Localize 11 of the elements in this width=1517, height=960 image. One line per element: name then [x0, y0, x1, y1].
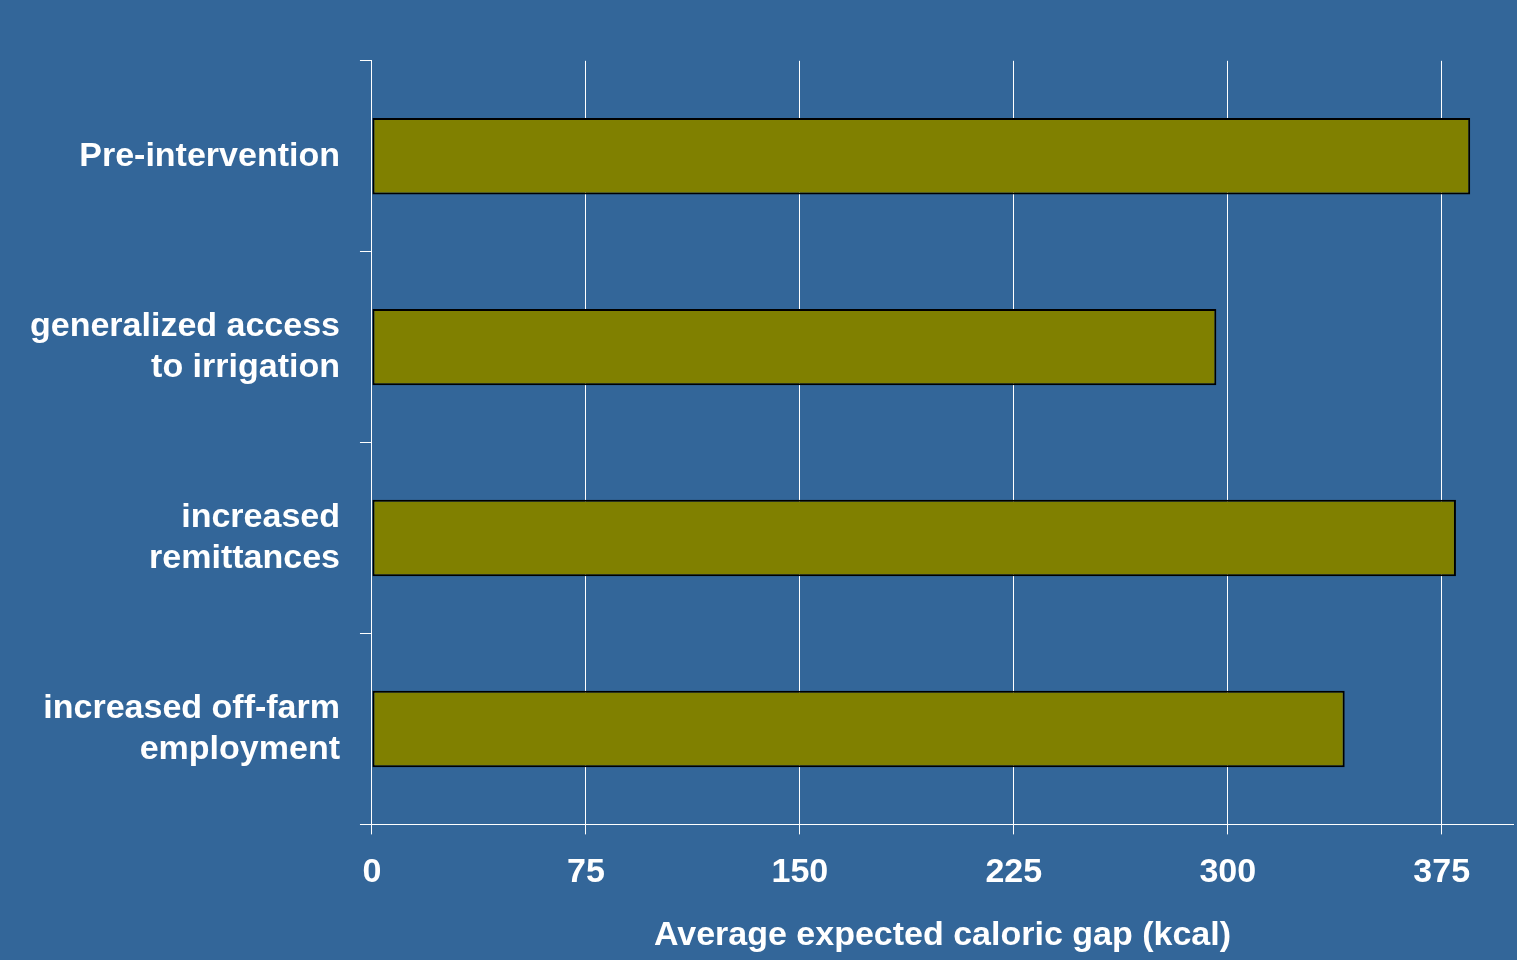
x-tick-label: 225 [985, 851, 1043, 890]
x-tick-label: 0 [362, 851, 382, 890]
y-tick-label: generalized access to irrigation [30, 305, 340, 384]
y-tick-label: increased off-farm employment [43, 686, 340, 766]
y-tick-label: increased remittances [149, 496, 340, 575]
x-tick-label: 75 [567, 851, 605, 890]
x-tick-label: 300 [1199, 851, 1257, 890]
x-tick-label: 375 [1413, 851, 1471, 890]
y-tick-label: Pre-intervention [79, 134, 340, 173]
x-axis-title: Average expected caloric gap (kcal) [653, 913, 1231, 952]
x-tick-label: 150 [771, 851, 829, 890]
